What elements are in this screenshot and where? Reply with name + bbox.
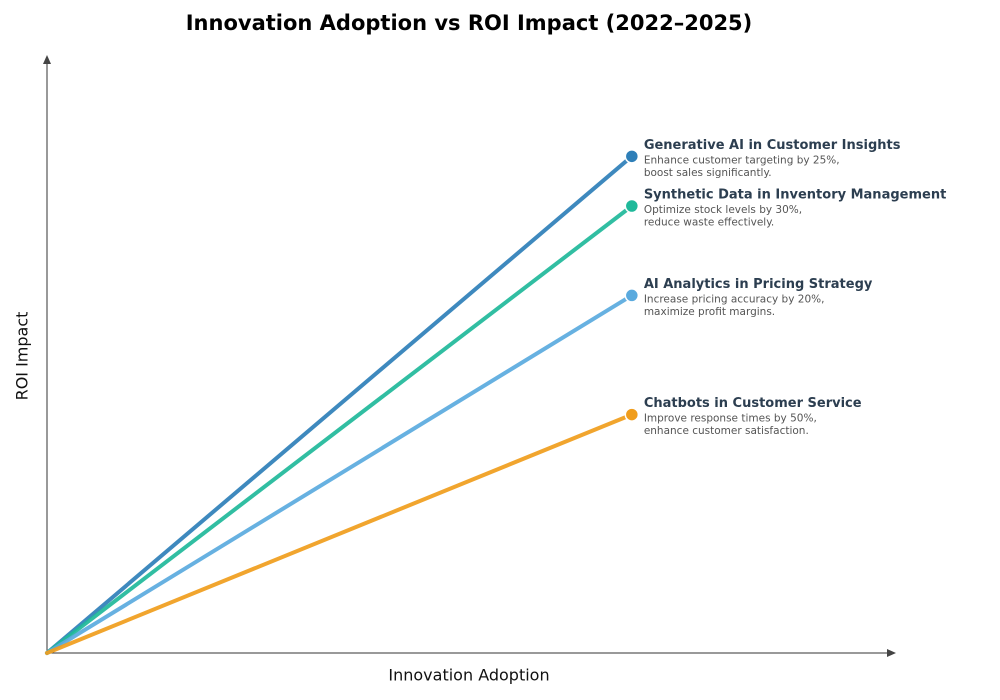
series-description: boost sales significantly. xyxy=(644,167,772,179)
y-axis-label: ROI Impact xyxy=(13,312,32,401)
series-line xyxy=(45,204,634,655)
chart-title: Innovation Adoption vs ROI Impact (2022–… xyxy=(186,11,753,35)
series-description: Improve response times by 50%, xyxy=(644,413,817,425)
x-axis-arrow xyxy=(887,649,896,657)
plot-area: Generative AI in Customer InsightsEnhanc… xyxy=(45,138,946,655)
series-name: Generative AI in Customer Insights xyxy=(644,138,901,153)
series-description: reduce waste effectively. xyxy=(644,217,774,229)
series-name: Synthetic Data in Inventory Management xyxy=(644,188,946,203)
series-description: enhance customer satisfaction. xyxy=(644,425,809,437)
end-point xyxy=(624,407,640,422)
y-axis-arrow xyxy=(43,55,51,64)
series-line xyxy=(45,412,634,655)
series-line xyxy=(45,293,634,655)
series-name: Chatbots in Customer Service xyxy=(644,396,862,411)
end-point xyxy=(624,288,640,303)
series-name: AI Analytics in Pricing Strategy xyxy=(644,277,873,292)
series-description: Increase pricing accuracy by 20%, xyxy=(644,293,825,305)
end-point xyxy=(624,198,640,214)
series-description: maximize profit margins. xyxy=(644,306,775,318)
end-point xyxy=(624,149,640,164)
series-description: Optimize stock levels by 30%, xyxy=(644,204,802,216)
series-description: Enhance customer targeting by 25%, xyxy=(644,154,840,166)
x-axis-label: Innovation Adoption xyxy=(388,666,549,685)
series-line xyxy=(45,154,634,655)
